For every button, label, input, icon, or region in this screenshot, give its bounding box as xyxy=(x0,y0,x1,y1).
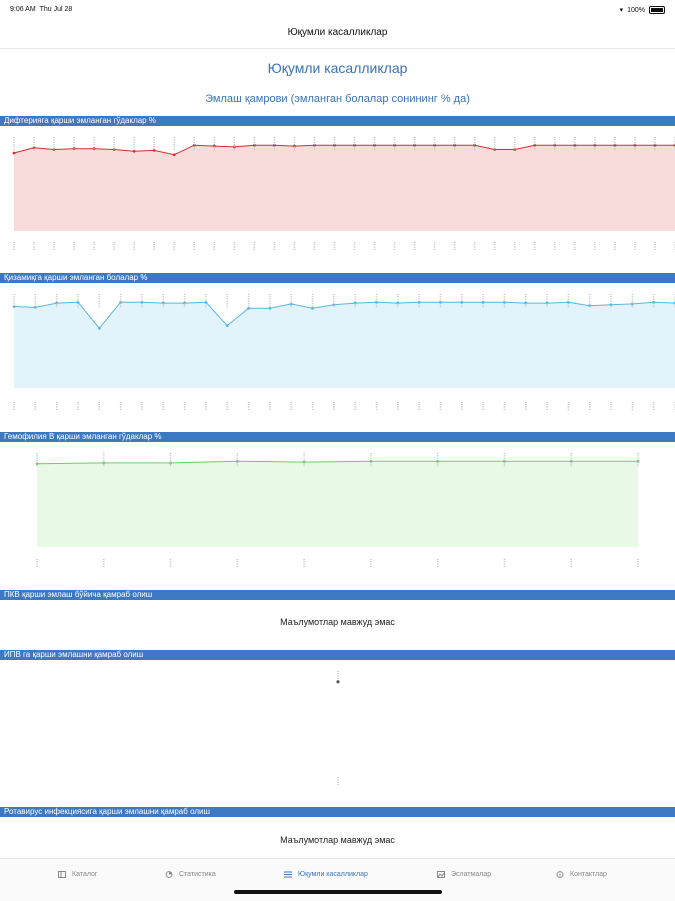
tab-bar: Каталог Статистика Юқумли касалликлар Эс… xyxy=(0,858,675,901)
chart-measles xyxy=(12,294,675,410)
chart-hib xyxy=(35,453,640,567)
section-header-hib: Гемофилия В қарши эмланган гўдаклар % xyxy=(0,432,675,442)
section-header-rotavirus: Ротавирус инфекциясига қарши эмлашни қам… xyxy=(0,807,675,817)
contacts-icon xyxy=(556,871,564,878)
status-bar: 9:06 AM Thu Jul 28 ▾ 100% xyxy=(0,0,675,18)
reminders-icon xyxy=(437,871,445,878)
data-point xyxy=(311,306,314,310)
battery-icon xyxy=(649,6,665,14)
data-point xyxy=(12,151,16,155)
tab-contacts[interactable]: Контактлар xyxy=(556,871,607,878)
tab-label-diseases: Юқумли касалликлар xyxy=(298,871,368,878)
status-right: ▾ 100% xyxy=(620,6,665,14)
tab-catalog[interactable]: Каталог xyxy=(58,871,97,878)
series-line xyxy=(13,301,675,329)
chart-diphtheria xyxy=(12,137,675,250)
data-point xyxy=(336,680,340,684)
series-line xyxy=(36,460,638,465)
catalog-icon xyxy=(58,871,66,878)
tab-diseases[interactable]: Юқумли касалликлар xyxy=(284,871,368,878)
data-point xyxy=(268,306,272,310)
tab-label-reminders: Эслатмалар xyxy=(451,871,492,878)
diseases-icon xyxy=(284,871,292,878)
data-point xyxy=(97,326,101,330)
no-data-pcv: Маълумотлар мавжуд эмас xyxy=(280,617,395,627)
page-subtitle: Эмлаш қамрови (эмланган болалар сонининг… xyxy=(205,93,470,105)
data-point xyxy=(247,306,250,310)
tab-label-statistics: Статистика xyxy=(179,871,216,878)
page-title: Юқумли касалликлар xyxy=(267,60,408,76)
chart-area xyxy=(14,302,675,388)
chart-ipv xyxy=(336,671,340,785)
wifi-icon: ▾ xyxy=(619,7,624,14)
home-indicator xyxy=(234,890,442,894)
tab-label-contacts: Контактлар xyxy=(570,871,607,878)
no-data-rotavirus: Маълумотлар мавжуд эмас xyxy=(280,835,395,845)
nav-title: Юқумли касалликлар xyxy=(287,27,388,38)
data-point xyxy=(33,306,37,309)
tab-statistics[interactable]: Статистика xyxy=(165,871,216,878)
section-header-pcv: ПКВ қарши эмлаш бўйича қамраб олиш xyxy=(0,590,675,600)
section-header-ipv: ИПВ га қарши эмлашни қамраб олиш xyxy=(0,650,675,660)
series-line xyxy=(13,144,675,156)
tab-label-catalog: Каталог xyxy=(72,871,98,878)
statistics-icon xyxy=(165,871,173,878)
section-header-measles: Қизамиқга қарши эмланган болалар % xyxy=(0,273,675,283)
nav-bar: Юқумли касалликлар xyxy=(0,18,675,49)
battery-label: 100% xyxy=(627,6,645,14)
chart-area xyxy=(14,145,675,231)
tab-reminders[interactable]: Эслатмалар xyxy=(437,871,491,878)
data-point xyxy=(132,149,136,153)
data-point xyxy=(112,148,116,151)
data-point xyxy=(225,324,229,327)
data-point xyxy=(172,153,176,157)
status-time: 9:06 AM Thu Jul 28 xyxy=(10,6,73,13)
chart-area xyxy=(37,461,638,547)
data-point xyxy=(152,149,156,152)
section-header-diphtheria: Дифтерияга қарши эмланган гўдаклар % xyxy=(0,116,675,126)
